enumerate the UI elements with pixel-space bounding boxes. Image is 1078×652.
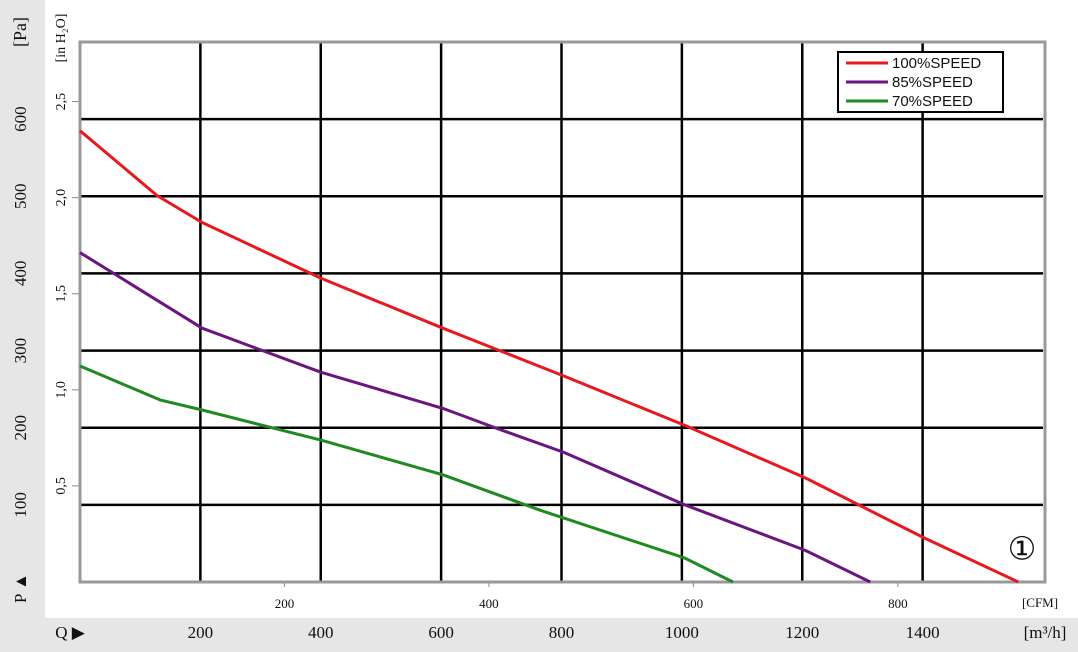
y-tick-label: 300 [11,338,30,364]
legend-label: 70%SPEED [892,93,973,110]
x-tick-label: 800 [549,623,575,642]
y-tick-label: 400 [11,261,30,287]
x-label: [m³/h] [1024,623,1067,642]
x2-tick-label: 600 [684,596,704,611]
y2-tick-label: 1,0 [54,381,69,399]
annotation: ① [1008,530,1037,566]
y2-tick-label: 0,5 [54,477,69,495]
x-tick-label: 400 [308,623,334,642]
y-tick-label: 600 [11,106,30,131]
x2-tick-label: 200 [275,596,295,611]
bottom-band [0,618,1078,652]
y-tick-label: 100 [11,492,30,518]
y2-tick-label: 2,5 [54,93,69,111]
legend-label: 100%SPEED [892,55,981,72]
left-band [0,0,45,620]
y-label: [Pa] [10,17,30,47]
y2-tick-label: 2,0 [54,189,69,207]
x-tick-label: 1400 [906,623,940,642]
series-line [79,251,871,584]
y-tick-label: 200 [11,415,30,441]
y-tick-label: 500 [11,184,30,210]
x2-tick-label: 400 [479,596,499,611]
x2-tick-label: 800 [888,596,908,611]
x-tick-label: 1200 [785,623,819,642]
x-tick-label: 600 [428,623,454,642]
x2-label: [CFM] [1022,595,1058,610]
x-symbol: Q ▶ [55,623,86,642]
x-tick-label: 200 [188,623,214,642]
y2-tick-label: 1,5 [54,285,69,303]
series-line [79,129,1019,584]
plot-border [78,40,1047,584]
series-line [79,364,734,584]
y-symbol: P ▲ [11,573,30,603]
y2-label: [in H₂O] [54,14,69,63]
legend-label: 85%SPEED [892,74,973,91]
x-tick-label: 1000 [665,623,699,642]
